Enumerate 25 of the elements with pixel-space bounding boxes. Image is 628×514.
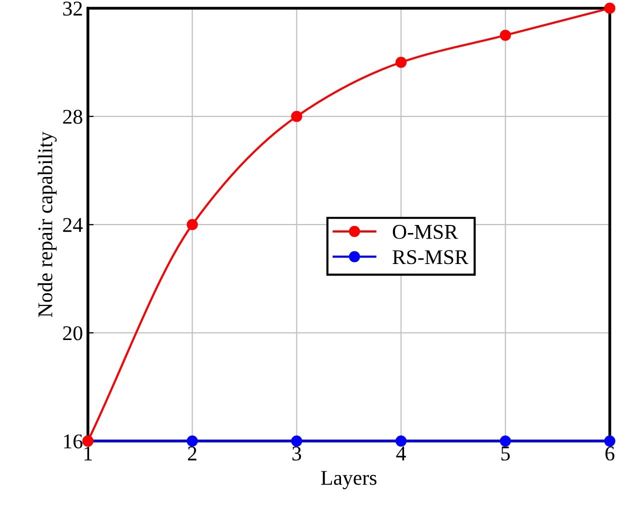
point <box>500 435 511 447</box>
y-tick-label: 20 <box>63 326 82 340</box>
x-tick-label: 5 <box>501 446 510 461</box>
legend-label: O-MSR <box>392 224 458 239</box>
point <box>291 110 302 122</box>
y-axis-title: Node repair capability <box>38 132 57 318</box>
y-tick-label: 28 <box>63 110 82 124</box>
point <box>186 219 198 230</box>
x-axis-title: Layers <box>321 471 376 490</box>
point <box>500 30 511 41</box>
point <box>395 435 407 447</box>
point <box>604 435 616 447</box>
y-tick-label: 32 <box>63 2 82 16</box>
x-tick-label: 6 <box>605 446 614 461</box>
point <box>291 435 302 447</box>
x-tick-label: 1 <box>84 446 92 460</box>
x-tick-label: 2 <box>188 446 196 460</box>
legend-label: RS-MSR <box>392 250 468 264</box>
point <box>186 435 198 447</box>
point <box>604 2 616 14</box>
point <box>395 56 407 68</box>
x-tick-label: 4 <box>396 446 406 460</box>
y-tick-label: 24 <box>63 218 83 232</box>
y-tick-label: 16 <box>64 434 82 448</box>
x-tick-label: 3 <box>292 446 302 461</box>
